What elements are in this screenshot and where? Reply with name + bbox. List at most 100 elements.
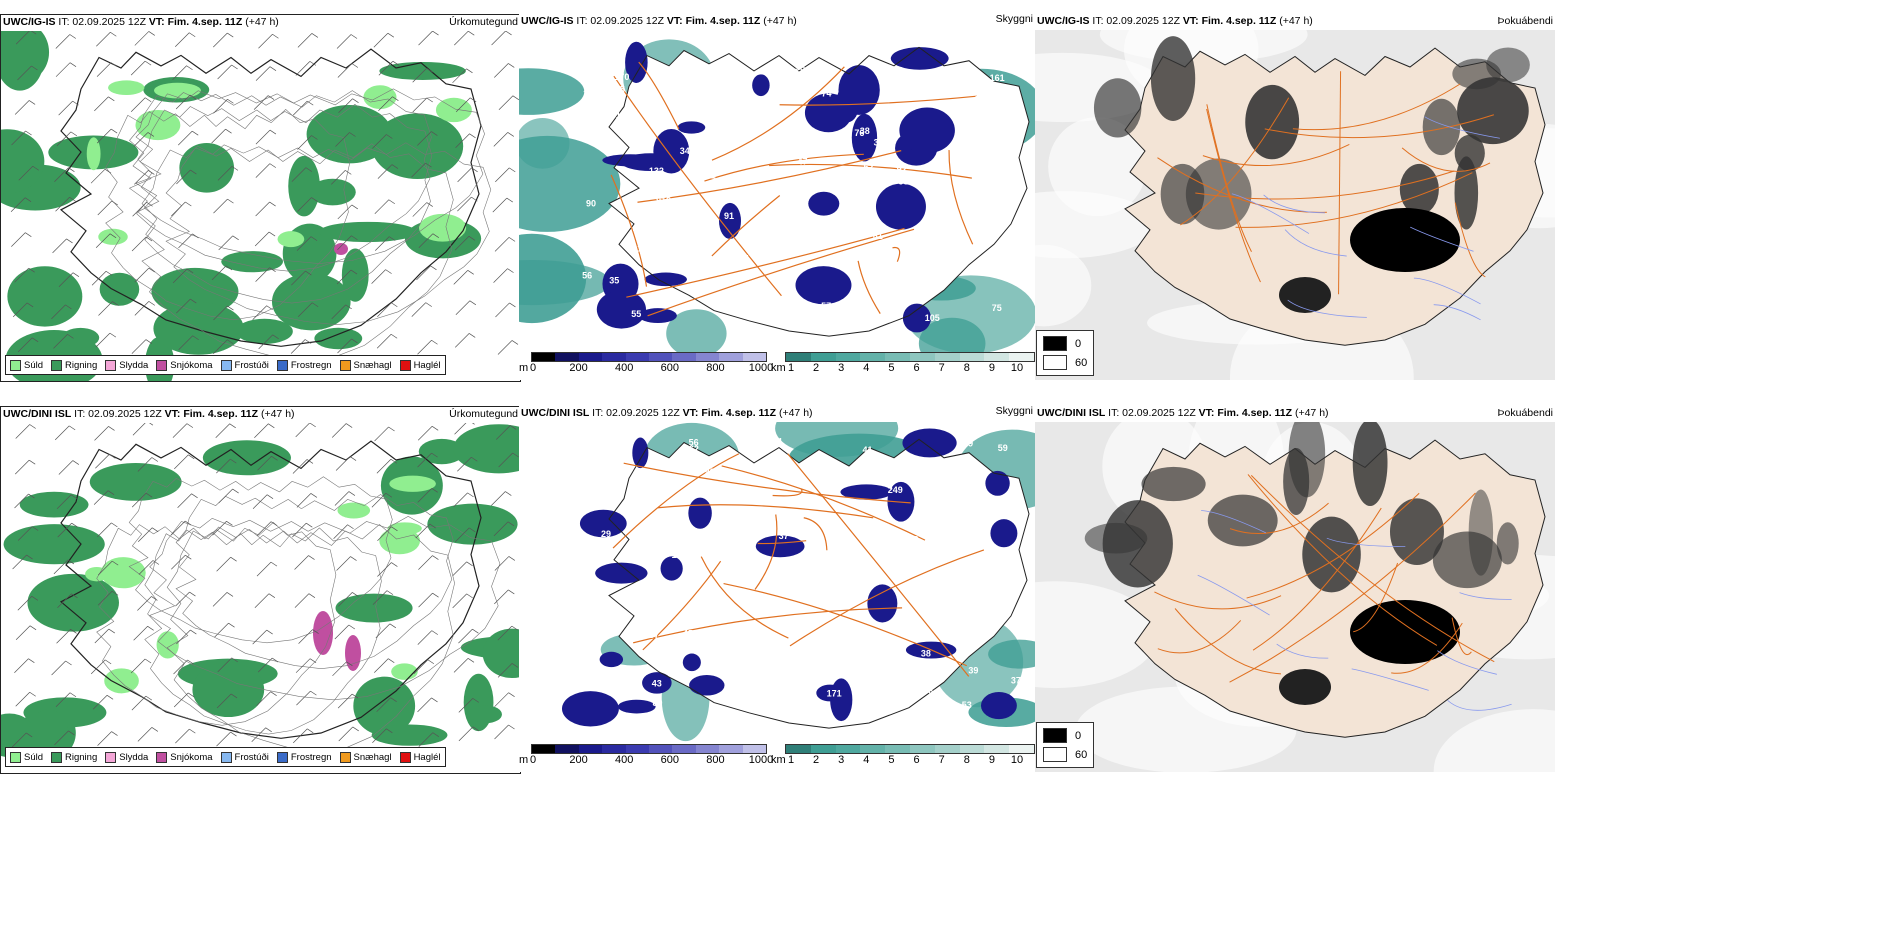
- terrain-contour: [149, 516, 501, 701]
- ceiling-value-label: 98: [928, 688, 938, 698]
- wind-barb: [211, 128, 232, 144]
- low-ceiling-area: [561, 691, 619, 727]
- wind-barb: [494, 237, 516, 252]
- wind-barb: [418, 31, 439, 46]
- wind-barb: [454, 423, 475, 435]
- low-visibility-area: [519, 135, 621, 232]
- wind-barb: [297, 33, 319, 48]
- road: [657, 504, 874, 519]
- road: [1180, 97, 1290, 226]
- wind-barb: [216, 458, 237, 474]
- wind-barb: [331, 304, 352, 320]
- ceiling-colorbar-tick: 400: [615, 754, 634, 766]
- wind-barb: [258, 334, 279, 350]
- wind-barb: [494, 63, 515, 78]
- wind-barb: [134, 31, 155, 46]
- coastline: [59, 440, 482, 739]
- river: [1433, 304, 1481, 321]
- ceiling-value-label: 53: [898, 176, 908, 186]
- wind-barb: [298, 629, 319, 644]
- snow-swatch: [156, 359, 168, 371]
- terrain-contour: [141, 143, 454, 362]
- ceiling-value-label: 31: [800, 495, 810, 505]
- wind-barb: [170, 520, 192, 536]
- rain-area: [482, 628, 520, 679]
- visibility-colorbar-step: [786, 353, 811, 361]
- wind-barb: [292, 459, 314, 474]
- wind-barb: [173, 692, 195, 708]
- wind-barb: [455, 300, 477, 316]
- fog-gradient: [1035, 244, 1092, 327]
- low-ceiling-area: [620, 153, 681, 171]
- ceiling-colorbar-step: [578, 745, 603, 753]
- wind-barb: [137, 596, 158, 611]
- wind-barb: [491, 31, 512, 46]
- wind-barb: [51, 660, 72, 676]
- ceiling-value-label: 156: [902, 294, 917, 304]
- wind-barb: [58, 100, 79, 116]
- wind-barb: [211, 265, 233, 281]
- wind-barb: [177, 493, 198, 509]
- wind-barb: [176, 629, 197, 645]
- wind-barb: [497, 625, 519, 641]
- ceiling-value-label: 27: [898, 175, 908, 185]
- wind-barb: [96, 128, 118, 144]
- precip-type-panel-row2: UWC/DINI ISL IT: 02.09.2025 12Z VT: Fim.…: [0, 406, 521, 774]
- wind-barb: [215, 423, 236, 439]
- fog-indicator-area: [1422, 98, 1461, 156]
- wind-barb: [491, 491, 512, 506]
- drizzle-area: [153, 82, 201, 99]
- low-ceiling-area: [755, 535, 805, 558]
- wind-barb: [130, 97, 152, 112]
- wind-barb: [412, 202, 433, 217]
- ceiling-colorbar-step: [602, 745, 626, 753]
- river: [1410, 226, 1474, 252]
- ceiling-value-label: 388: [888, 65, 903, 75]
- fog-map-svg: [1035, 30, 1555, 380]
- ceiling-value-label: 72: [730, 548, 740, 558]
- hail-swatch: [399, 359, 411, 371]
- ceiling-value-label: 57: [649, 630, 659, 640]
- wind-barb: [95, 233, 117, 249]
- wind-barb: [411, 162, 432, 178]
- panel-corner-label: Þokuábendi: [1497, 407, 1553, 419]
- wind-barb: [12, 554, 33, 570]
- wind-barb: [95, 332, 117, 348]
- ceiling-value-label: 76: [854, 128, 864, 138]
- ceiling-colorbar-step: [719, 353, 743, 361]
- panel-corner-label: Úrkomutegund: [449, 408, 518, 420]
- wind-barb: [15, 625, 37, 641]
- wind-barb: [15, 31, 37, 45]
- rain-area: [418, 438, 465, 465]
- wind-barb: [254, 231, 276, 247]
- low-ceiling-area: [718, 202, 742, 239]
- ceiling-value-label: 52: [715, 133, 725, 143]
- rain-area: [1, 713, 36, 758]
- fog-indicator-area: [1279, 277, 1331, 313]
- wind-barb: [453, 492, 474, 508]
- visibility-colorbar-step: [835, 745, 861, 753]
- road: [1451, 617, 1472, 656]
- ceiling-value-label: 53: [953, 629, 963, 639]
- fog-legend-row-0: 0: [1043, 728, 1081, 743]
- legend-item-sleet: Slydda: [105, 751, 148, 763]
- wind-barb: [417, 452, 438, 468]
- rain-area: [335, 593, 413, 623]
- wind-barb: [55, 196, 76, 212]
- wind-barb: [133, 626, 154, 641]
- ceiling-value-label: 90: [586, 199, 596, 209]
- ceiling-colorbar-tick: 800: [706, 754, 725, 766]
- ceiling-value-label: 54: [943, 246, 953, 256]
- ceiling-value-label: 36: [1000, 192, 1010, 202]
- wind-barb: [11, 232, 32, 247]
- ceiling-value-label: 95: [615, 85, 625, 95]
- fog-legend: 0 60: [1036, 722, 1094, 768]
- wind-barb: [295, 423, 316, 438]
- wind-barb: [172, 268, 194, 284]
- river: [1351, 668, 1429, 691]
- ceiling-colorbar-step: [532, 745, 556, 753]
- ceiling-value-label: 98: [974, 94, 984, 104]
- wind-barb: [97, 590, 119, 606]
- ceiling-colorbar-step: [555, 353, 579, 361]
- wind-barb: [92, 694, 114, 710]
